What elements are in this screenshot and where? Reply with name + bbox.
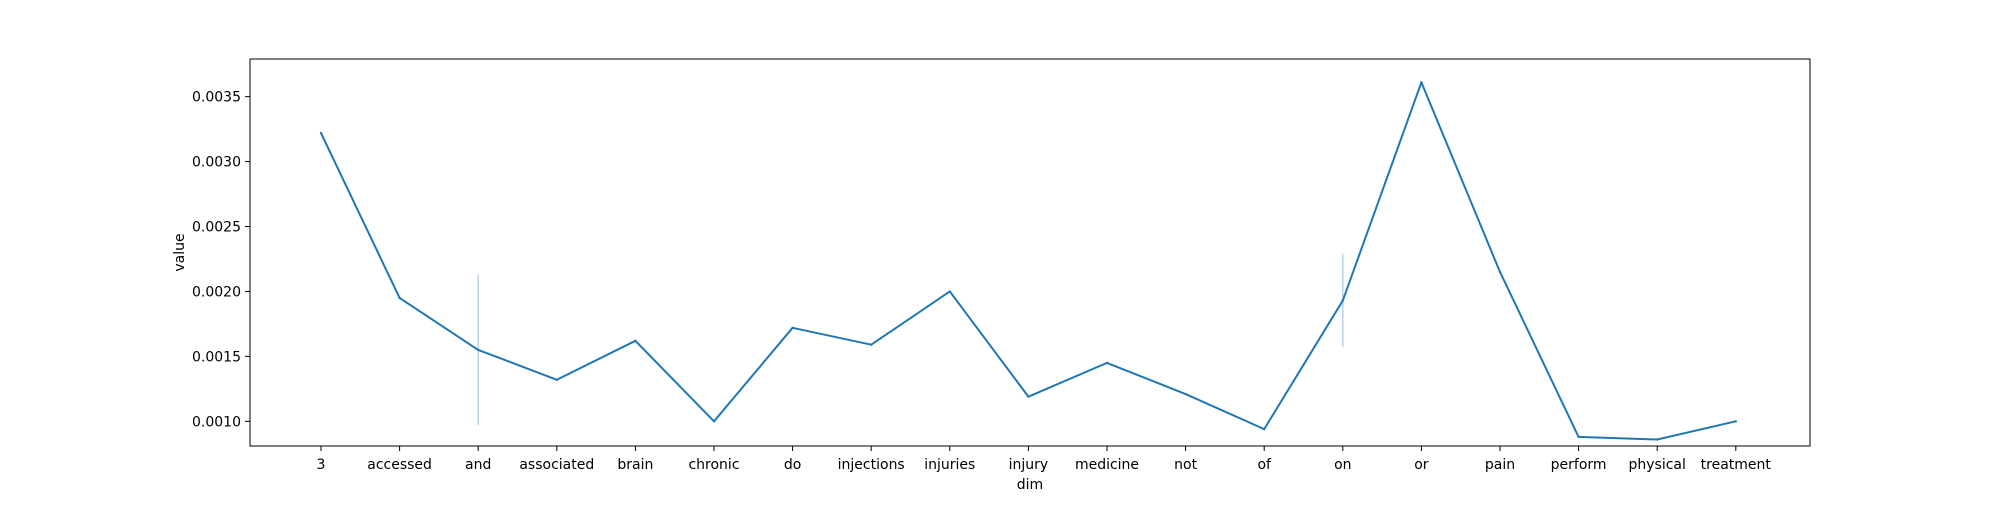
x-tick-label: perform bbox=[1551, 457, 1607, 473]
data-point bbox=[477, 348, 480, 352]
x-tick-label: and bbox=[465, 457, 491, 473]
x-tick-label: brain bbox=[617, 457, 653, 473]
y-tick-label: 0.0035 bbox=[192, 90, 241, 106]
series-line bbox=[320, 81, 1737, 441]
x-axis: 3 accessed and associated brain chronic do inje… bbox=[317, 446, 1772, 473]
data-point bbox=[1027, 395, 1030, 398]
x-tick-label: injections bbox=[838, 457, 905, 473]
x-axis-label: dim bbox=[1017, 477, 1043, 493]
data-point bbox=[1577, 435, 1580, 439]
data-point bbox=[1263, 427, 1266, 431]
error-bars bbox=[477, 253, 1344, 426]
series-layer bbox=[319, 81, 1738, 441]
y-axis: 0.0010 0.0015 0.0020 0.0025 0.0030 0.0035 bbox=[192, 90, 250, 430]
x-tick-label: 3 bbox=[317, 457, 326, 473]
x-tick-label: do bbox=[784, 457, 801, 473]
x-tick-label: not bbox=[1174, 457, 1197, 473]
data-point bbox=[870, 343, 873, 346]
x-tick-label: injury bbox=[1009, 457, 1049, 473]
data-point bbox=[791, 326, 794, 330]
y-tick-label: 0.0010 bbox=[192, 414, 241, 430]
data-point bbox=[1734, 420, 1738, 423]
x-tick-label: associated bbox=[519, 457, 594, 473]
data-point bbox=[712, 420, 716, 423]
data-point bbox=[1498, 270, 1502, 274]
data-point bbox=[398, 296, 401, 300]
x-tick-label: accessed bbox=[367, 457, 432, 473]
x-tick-label: on bbox=[1334, 457, 1351, 473]
data-point bbox=[555, 378, 558, 381]
data-point bbox=[1341, 299, 1345, 302]
x-tick-label: chronic bbox=[688, 457, 739, 473]
y-tick-label: 0.0030 bbox=[192, 155, 241, 171]
x-tick-label: pain bbox=[1485, 457, 1515, 473]
y-tick-label: 0.0025 bbox=[192, 220, 241, 236]
data-point bbox=[1184, 392, 1187, 396]
x-tick-label: medicine bbox=[1075, 457, 1139, 473]
y-axis-label: value bbox=[172, 233, 188, 271]
data-point bbox=[319, 131, 323, 135]
y-tick-label: 0.0020 bbox=[192, 284, 241, 300]
x-tick-label: treatment bbox=[1701, 457, 1772, 473]
data-point bbox=[634, 339, 637, 343]
x-tick-label: or bbox=[1414, 457, 1429, 473]
plot-frame bbox=[249, 58, 1811, 447]
x-tick-label: physical bbox=[1628, 457, 1685, 473]
data-point bbox=[948, 290, 951, 293]
x-tick-label: injuries bbox=[924, 457, 975, 473]
x-tick-label: of bbox=[1257, 457, 1272, 473]
y-tick-label: 0.0015 bbox=[192, 349, 241, 365]
data-point bbox=[1105, 361, 1109, 365]
data-point bbox=[1656, 438, 1659, 441]
data-point bbox=[1420, 81, 1423, 84]
